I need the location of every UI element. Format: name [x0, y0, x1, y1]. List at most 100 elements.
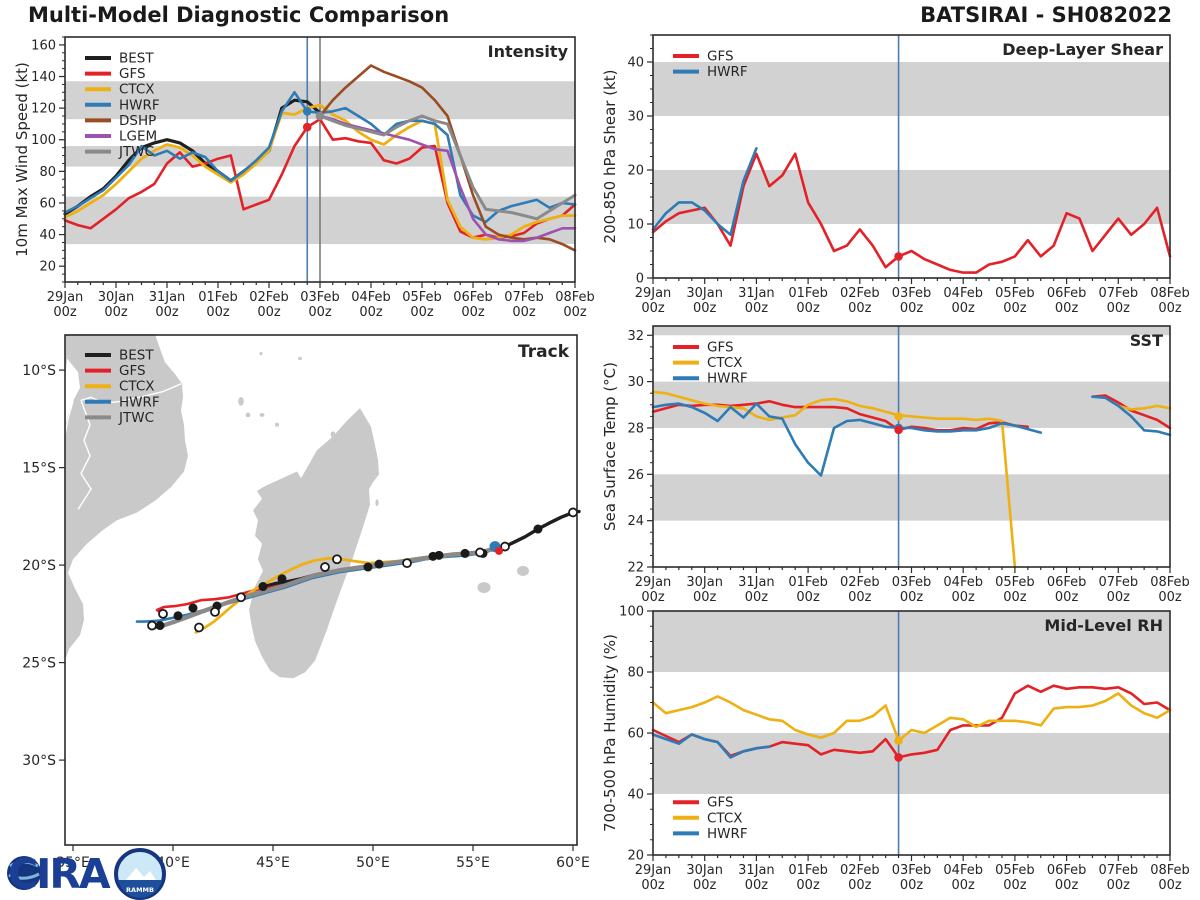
x-tick-label: 02Feb	[840, 286, 880, 301]
x-tick-sublabel: 00z	[53, 305, 77, 320]
x-tick-sublabel: 00z	[206, 305, 230, 320]
legend-label: HWRF	[707, 64, 748, 80]
track-fix-filled	[258, 582, 268, 592]
globe-swirl	[8, 860, 40, 880]
x-tick-label: 05Feb	[995, 863, 1035, 878]
y-tick-label: 40	[39, 228, 56, 243]
x-tick-sublabel: 00z	[1158, 301, 1182, 316]
x-tick-label: 08Feb	[1150, 286, 1190, 301]
x-tick-sublabel: 00z	[1003, 590, 1027, 605]
category-band	[653, 474, 1170, 521]
island	[298, 356, 302, 360]
legend-label: CTCX	[707, 355, 743, 371]
y-tick-label: 80	[627, 666, 644, 681]
init-point	[894, 753, 903, 762]
intensity-chart: 29Jan00z30Jan00z31Jan00z01Feb00z02Feb00z…	[13, 36, 595, 320]
x-tick-label: 31Jan	[738, 575, 775, 590]
model-start-point	[495, 546, 503, 555]
rammb-badge-label: RAMMB	[126, 886, 154, 894]
init-point	[894, 736, 903, 745]
x-tick-label: 01Feb	[788, 575, 828, 590]
x-tick-label: 07Feb	[504, 290, 544, 305]
storm-title: BATSIRAI - SH082022	[920, 3, 1172, 27]
lon-tick-label: 55°E	[456, 855, 490, 871]
y-tick-label: 140	[31, 70, 56, 85]
x-tick-sublabel: 00z	[641, 590, 665, 605]
track-fix-open	[500, 541, 510, 552]
x-tick-label: 30Jan	[98, 290, 135, 305]
country-border	[80, 383, 182, 405]
rammb-badge-sea	[118, 880, 162, 898]
y-tick-label: 60	[627, 727, 644, 742]
cira-rammb-logo: CIRA RAMMB	[7, 848, 166, 900]
island	[259, 351, 263, 356]
y-tick-label: 10	[627, 218, 644, 233]
legend-label: LGEM	[119, 129, 157, 145]
lat-tick-label: 10°S	[22, 363, 56, 379]
y-tick-label: 120	[31, 102, 56, 117]
track-fix-filled	[363, 562, 373, 572]
track-fix-filled	[155, 621, 165, 631]
island	[275, 422, 279, 427]
figure-title: Multi-Model Diagnostic Comparison	[28, 3, 450, 27]
init-point	[894, 412, 903, 421]
x-tick-label: 05Feb	[402, 290, 442, 305]
x-tick-sublabel: 00z	[745, 590, 769, 605]
series-gfs	[651, 152, 1172, 274]
panel-title: Intensity	[488, 42, 569, 61]
island	[517, 565, 529, 577]
x-tick-label: 03Feb	[892, 286, 932, 301]
x-tick-label: 29Jan	[635, 286, 672, 301]
y-tick-label: 100	[31, 133, 56, 148]
x-tick-label: 31Jan	[738, 863, 775, 878]
category-band	[653, 611, 1170, 672]
series-ctcx	[651, 692, 1172, 742]
x-tick-label: 04Feb	[943, 575, 983, 590]
y-tick-label: 40	[627, 56, 644, 71]
track-fix-filled	[173, 611, 183, 621]
island	[259, 413, 265, 417]
legend-label: DSHP	[119, 113, 156, 129]
x-tick-label: 02Feb	[840, 863, 880, 878]
track-fix-open	[147, 620, 157, 631]
x-tick-sublabel: 00z	[1158, 878, 1182, 893]
x-tick-sublabel: 00z	[693, 878, 717, 893]
y-tick-label: 160	[31, 38, 56, 53]
x-tick-sublabel: 00z	[1107, 590, 1131, 605]
y-tick-label: 0	[636, 272, 644, 287]
island	[245, 412, 251, 418]
x-tick-label: 02Feb	[840, 575, 880, 590]
rammb-badge-mountain	[126, 868, 156, 880]
legend-label: BEST	[119, 51, 154, 67]
x-tick-label: 30Jan	[686, 863, 723, 878]
rh-chart: 29Jan00z30Jan00z31Jan00z01Feb00z02Feb00z…	[601, 605, 1190, 894]
track-fix-filled	[460, 548, 470, 558]
x-tick-label: 08Feb	[555, 290, 595, 305]
island	[330, 431, 336, 438]
init-point	[302, 122, 312, 132]
x-tick-label: 05Feb	[995, 286, 1035, 301]
legend-label: GFS	[119, 66, 146, 82]
legend-label: JTWC	[118, 144, 154, 160]
x-tick-sublabel: 00z	[796, 878, 820, 893]
category-band	[653, 733, 1170, 794]
x-tick-label: 07Feb	[1099, 863, 1139, 878]
legend-label: HWRF	[707, 826, 748, 842]
x-tick-label: 08Feb	[1150, 575, 1190, 590]
track-fix-open	[402, 558, 412, 569]
series-hwrf	[651, 147, 758, 237]
x-tick-sublabel: 00z	[155, 305, 179, 320]
x-tick-sublabel: 00z	[1158, 590, 1182, 605]
y-tick-label: 20	[39, 260, 56, 275]
track-fix-open	[568, 507, 578, 518]
x-tick-sublabel: 00z	[410, 305, 434, 320]
x-tick-sublabel: 00z	[1055, 301, 1079, 316]
x-tick-label: 04Feb	[943, 863, 983, 878]
country-border	[77, 400, 92, 510]
x-tick-label: 06Feb	[453, 290, 493, 305]
x-tick-sublabel: 00z	[104, 305, 128, 320]
